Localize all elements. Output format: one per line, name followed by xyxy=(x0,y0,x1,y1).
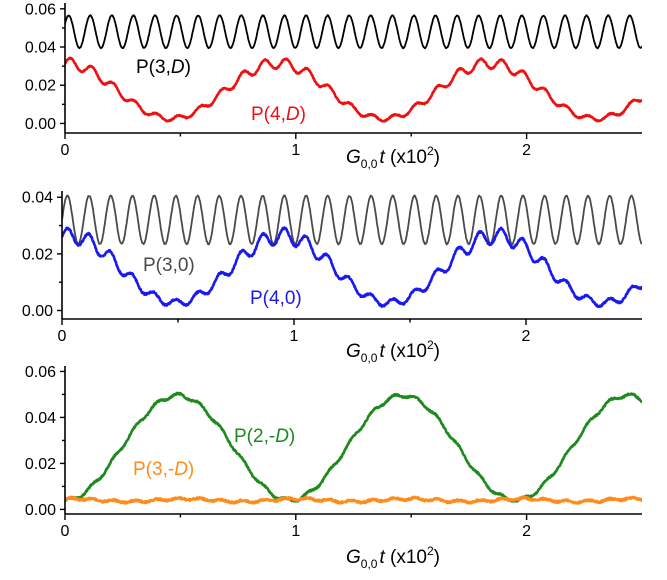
y-tick-label: 0.04 xyxy=(25,40,56,57)
x-tick-label: 1 xyxy=(290,328,299,345)
y-tick-label: 0.04 xyxy=(25,410,56,427)
y-tick-label: 0.02 xyxy=(25,456,56,473)
series-line-p-4-0- xyxy=(62,226,642,309)
x-tick-label: 0 xyxy=(61,523,70,540)
y-tick-label: 0.02 xyxy=(22,246,53,263)
series-label: P(3,-D) xyxy=(133,459,194,480)
x-tick-label: 1 xyxy=(291,142,300,159)
x-tick-label: 2 xyxy=(522,142,531,159)
panel-top: 0.00 0.02 0.04 0.06 0 1 2 G0,0 t (x102) P(3,D) P(4… xyxy=(25,1,642,171)
x-tick-label: 2 xyxy=(522,523,531,540)
x-tick-label: 0 xyxy=(61,142,70,159)
series-label: P(2,-D) xyxy=(234,426,295,447)
y-tick-label: 0.04 xyxy=(22,190,53,207)
series-line-p-4-d- xyxy=(65,56,642,123)
x-tick-label: 1 xyxy=(291,523,300,540)
series-line-p-3-d- xyxy=(65,14,642,50)
x-axis-label: G0,0 t (x102) xyxy=(346,544,440,571)
series-label: P(4,D) xyxy=(251,104,306,125)
y-tick-label: 0.06 xyxy=(25,364,56,381)
panel-middle: 0.00 0.02 0.04 0 1 2 G0,0 t (x102) P(3,0) P(4,0) xyxy=(22,190,642,365)
series-group xyxy=(62,194,642,309)
panels-group: 0.00 0.02 0.04 0.06 0 1 2 G0,0 t (x102) P(3,D) P(4… xyxy=(22,1,642,571)
y-tick-label: 0.00 xyxy=(25,116,56,133)
y-tick-label: 0.02 xyxy=(25,78,56,95)
series-line-p-2-d- xyxy=(65,391,642,503)
y-tick-label: 0.00 xyxy=(25,502,56,519)
x-tick-label: 0 xyxy=(58,328,67,345)
series-line-p-3-0- xyxy=(62,194,642,246)
series-group xyxy=(65,391,642,505)
series-label: P(3,0) xyxy=(143,255,195,276)
y-tick-label: 0.00 xyxy=(22,303,53,320)
y-tick-label: 0.06 xyxy=(25,1,56,18)
x-axis-label: G0,0 t (x102) xyxy=(346,338,440,365)
series-label: P(4,0) xyxy=(250,288,302,309)
series-label: P(3,D) xyxy=(136,57,191,78)
series-group xyxy=(65,14,642,123)
x-axis-label: G0,0 t (x102) xyxy=(346,144,440,171)
x-tick-label: 2 xyxy=(522,328,531,345)
series-line-p-3-d- xyxy=(65,495,642,505)
panel-bottom: 0.00 0.02 0.04 0.06 0 1 2 G0,0 t (x102) P(2,-D) P(… xyxy=(25,364,642,571)
